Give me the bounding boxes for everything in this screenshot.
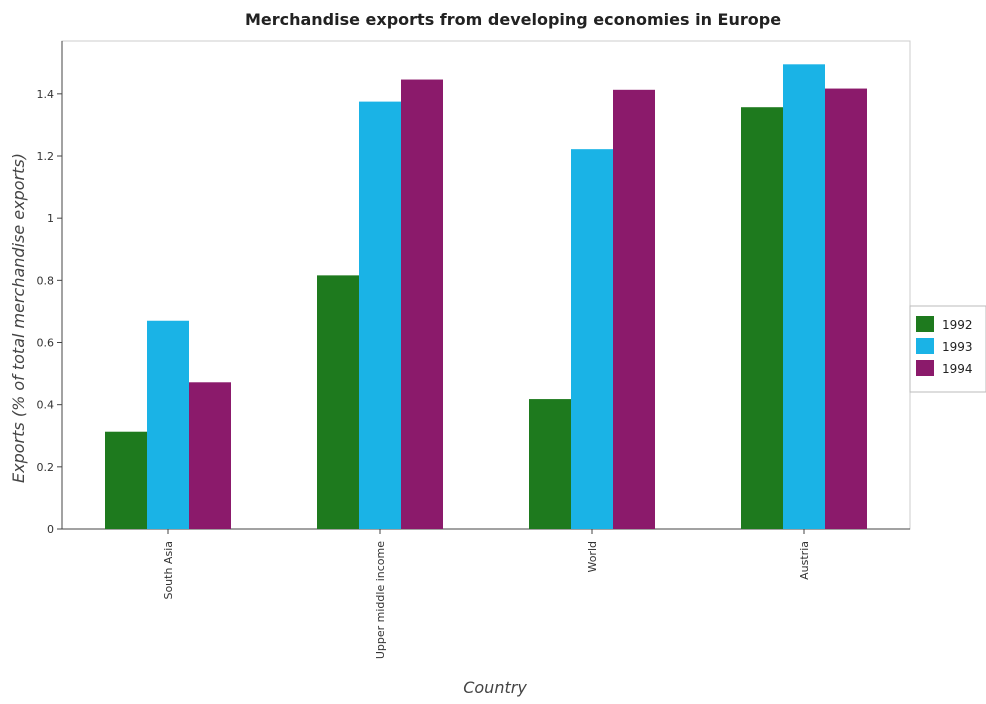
legend-label-1993: 1993 (942, 340, 973, 354)
bar-1994-2 (613, 89, 655, 530)
bar-1994-0 (189, 382, 231, 529)
bar-1993-0 (147, 320, 189, 529)
bar-1993-3 (783, 64, 825, 529)
legend-label-1994: 1994 (942, 362, 973, 376)
x-tick-label: Austria (798, 541, 811, 580)
chart-title: Merchandise exports from developing econ… (245, 10, 781, 29)
y-tick-label: 0.8 (37, 274, 55, 287)
legend: 1992 1993 1994 (909, 305, 986, 393)
x-tick-label: South Asia (162, 541, 175, 600)
bar-1992-0 (105, 431, 147, 529)
y-tick-label: 1.2 (37, 150, 55, 163)
plot-area: 0 0.2 0.4 0.6 0.8 1 1.2 1.4 South Asia Upper midd… (37, 40, 911, 659)
x-tick-label: Upper middle income (374, 541, 387, 659)
bar-1994-3 (825, 88, 867, 529)
bar-1994-1 (401, 79, 443, 530)
legend-swatch-1992 (916, 316, 934, 332)
legend-label-1992: 1992 (942, 318, 973, 332)
x-axis-label: Country (463, 678, 527, 697)
bar-1992-3 (741, 107, 783, 530)
legend-swatch-1993 (916, 338, 934, 354)
y-tick-label: 0 (47, 523, 54, 536)
y-tick-label: 0.4 (37, 399, 55, 412)
y-tick-label: 1.4 (37, 88, 55, 101)
y-tick-label: 1 (47, 212, 54, 225)
legend-swatch-1994 (916, 360, 934, 376)
bar-1993-2 (571, 149, 613, 529)
x-tick-label: World (586, 541, 599, 573)
y-axis-label: Exports (% of total merchandise exports) (9, 153, 28, 483)
bar-1992-1 (317, 275, 359, 529)
bar-1992-2 (529, 399, 571, 529)
y-tick-label: 0.6 (37, 337, 55, 350)
y-tick-label: 0.2 (37, 461, 55, 474)
bar-1993-1 (359, 101, 401, 530)
